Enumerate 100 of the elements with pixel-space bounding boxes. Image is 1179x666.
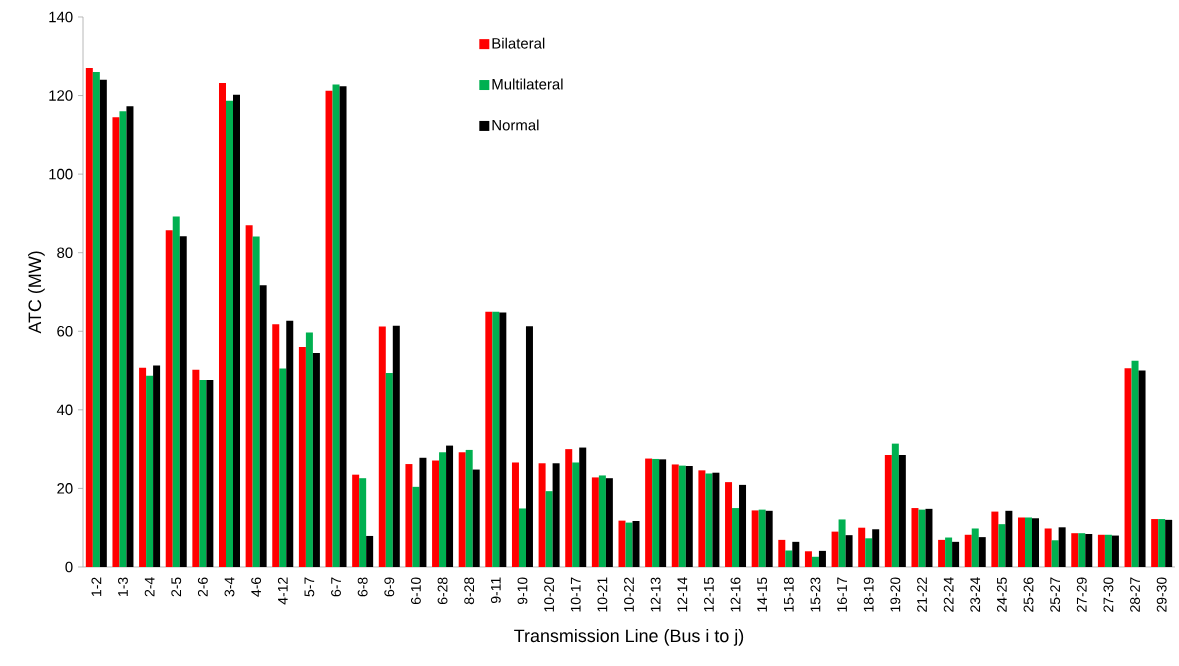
x-tick-label: 6-28: [437, 577, 448, 605]
x-tick-label: 2-5: [171, 577, 182, 597]
bar: [305, 332, 313, 567]
x-axis-title: Transmission Line (Bus i to j): [514, 629, 744, 646]
x-tick-label: 9-10: [517, 577, 528, 605]
x-tick-label: 15-23: [810, 577, 821, 612]
x-tick-label: 12-14: [677, 577, 688, 612]
bar: [1165, 519, 1173, 567]
bar: [465, 449, 473, 567]
bar: [1044, 528, 1052, 567]
bar: [998, 524, 1006, 567]
bar: [625, 522, 633, 567]
bar: [645, 458, 653, 567]
bar: [1025, 517, 1033, 567]
bar: [525, 326, 533, 567]
legend-label: Bilateral: [492, 37, 545, 49]
x-tick-label: 6-7: [331, 577, 341, 597]
bar: [1138, 370, 1146, 567]
bar: [725, 482, 733, 567]
bar: [845, 535, 853, 567]
y-tick-label: 100: [49, 168, 73, 180]
bar: [751, 510, 759, 567]
bar: [898, 455, 906, 567]
x-tick-label: 10-21: [597, 577, 608, 612]
bar: [172, 216, 180, 567]
x-tick-label: 9-11: [490, 577, 501, 604]
bar: [698, 470, 706, 567]
x-tick-label: 6-10: [410, 577, 421, 605]
bar: [206, 379, 214, 567]
x-tick-label: 25-26: [1023, 577, 1034, 612]
bar: [153, 365, 161, 567]
bar: [298, 346, 306, 567]
bar: [891, 443, 899, 567]
legend-label: Multilateral: [492, 78, 563, 90]
bar: [352, 474, 360, 567]
bar: [485, 311, 493, 567]
bar: [1158, 519, 1166, 567]
bar: [605, 478, 613, 567]
y-tick-label: 140: [49, 11, 73, 23]
bar: [952, 541, 960, 567]
x-tick-label: 28-27: [1130, 577, 1140, 612]
y-tick-label: 120: [49, 90, 73, 101]
bar: [219, 82, 226, 567]
bar: [938, 539, 946, 567]
bar: [339, 86, 347, 567]
x-tick-label: 18-19: [863, 577, 874, 612]
bar: [1104, 534, 1112, 567]
y-tick-label: 60: [57, 325, 73, 337]
bar: [233, 94, 240, 567]
bar: [685, 466, 693, 567]
y-tick-label: 20: [57, 483, 73, 494]
bar: [252, 236, 260, 567]
bar: [119, 111, 127, 567]
y-tick-label: 40: [56, 404, 73, 416]
x-tick-label: 14-15: [757, 577, 768, 612]
bar: [259, 285, 267, 567]
x-tick-label: 1-3: [118, 577, 128, 596]
y-tick-label: 80: [57, 247, 73, 258]
x-tick-label: 22-24: [943, 577, 954, 612]
bar: [652, 458, 660, 567]
bar: [1124, 368, 1132, 567]
bar: [591, 477, 599, 567]
bar: [911, 508, 919, 567]
bar: [139, 367, 147, 567]
bar: [312, 352, 320, 567]
bar: [226, 100, 233, 567]
bar: [918, 509, 926, 567]
bar: [732, 508, 740, 567]
bar: [85, 68, 93, 567]
bar: [792, 541, 800, 567]
bar: [179, 236, 187, 567]
bar: [332, 84, 340, 567]
bar: [1058, 527, 1066, 567]
x-tick-label: 3-4: [224, 577, 235, 597]
bar: [538, 463, 546, 567]
x-tick-label: 1-2: [91, 577, 102, 596]
bar: [199, 379, 207, 567]
bar: [565, 449, 573, 567]
bar: [1097, 534, 1105, 567]
bar: [858, 527, 866, 567]
bar: [1131, 360, 1139, 567]
bar: [472, 469, 480, 567]
x-tick-label: 24-25: [996, 577, 1007, 612]
y-axis-title: ATC (MW): [28, 251, 45, 334]
bar: [492, 311, 500, 567]
bar: [392, 325, 400, 567]
x-tick-label: 27-30: [1103, 577, 1114, 612]
x-tick-label: 8-28: [464, 577, 475, 605]
bar: [1051, 540, 1059, 567]
bar: [659, 459, 667, 567]
bar: [458, 452, 466, 567]
x-tick-label: 12-15: [703, 577, 714, 612]
bar: [385, 372, 393, 567]
bar: [991, 511, 999, 567]
bar: [739, 484, 747, 567]
x-tick-label: 2-4: [144, 577, 155, 597]
bar: [964, 534, 972, 567]
bar: [579, 447, 587, 567]
bar: [419, 457, 427, 567]
x-tick-label: 4-6: [251, 577, 262, 597]
